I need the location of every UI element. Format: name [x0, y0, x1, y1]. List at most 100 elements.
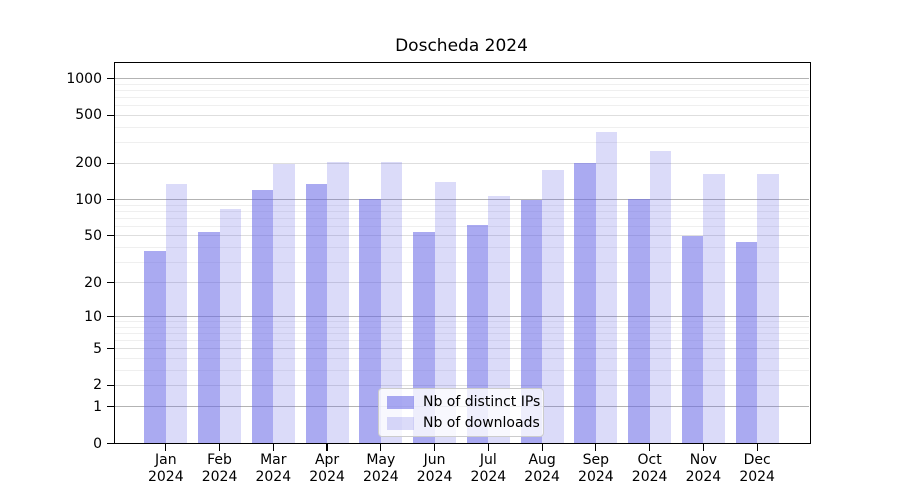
y-gridline [113, 282, 809, 284]
y-tick [106, 282, 114, 284]
x-tick [326, 443, 328, 451]
y-tick-label: 200 [75, 155, 102, 172]
y-tick-label: 500 [75, 107, 102, 124]
y-minor-gridline [113, 126, 809, 128]
y-tick [106, 384, 114, 387]
x-tick [218, 443, 221, 451]
y-tick-label: 50 [84, 227, 102, 244]
legend-label-downloads: Nb of downloads [423, 415, 540, 431]
y-gridline [113, 235, 809, 237]
x-tick [380, 443, 382, 451]
bar-distinct-ips [198, 231, 220, 444]
y-tick [106, 162, 114, 165]
x-tick [434, 443, 436, 451]
y-minor-gridline [113, 369, 809, 371]
y-minor-gridline [113, 333, 809, 335]
y-minor-gridline [113, 321, 809, 323]
x-tick [487, 443, 489, 451]
y-tick-label: 10 [84, 308, 102, 325]
y-tick-label: 2 [93, 377, 102, 394]
y-minor-gridline [113, 97, 809, 98]
bar-distinct-ips [144, 251, 166, 444]
y-gridline [113, 162, 809, 164]
y-decade-gridline [113, 316, 809, 318]
x-tick [541, 443, 543, 451]
bar-distinct-ips [359, 198, 381, 444]
legend-item-downloads: Nb of downloads [387, 415, 540, 431]
bar-downloads [649, 150, 672, 444]
y-gridline [113, 348, 809, 350]
y-minor-gridline [113, 141, 809, 143]
x-tick-label: May 2024 [363, 452, 399, 485]
y-tick-label: 20 [84, 274, 102, 291]
bar-downloads [219, 208, 242, 444]
y-tick [106, 406, 114, 408]
x-tick-label: Nov 2024 [685, 452, 722, 485]
y-decade-gridline [113, 78, 809, 80]
y-tick-label: 1000 [66, 70, 102, 87]
x-tick [756, 443, 758, 451]
y-minor-gridline [113, 83, 809, 85]
y-tick-label: 1 [93, 398, 102, 415]
legend: Nb of distinct IPs Nb of downloads [378, 388, 544, 437]
x-tick-label: Apr 2024 [309, 452, 345, 485]
bar-downloads [542, 169, 564, 444]
legend-swatch-distinct-ips-icon [387, 395, 414, 409]
y-minor-gridline [113, 261, 809, 263]
x-tick-label: Feb 2024 [201, 452, 238, 485]
legend-label-distinct-ips: Nb of distinct IPs [423, 394, 541, 410]
bar-downloads [757, 174, 779, 444]
y-minor-gridline [113, 204, 809, 206]
bar-distinct-ips [251, 190, 274, 444]
bar-downloads [488, 195, 510, 444]
chart-title: Doscheda 2024 [395, 36, 528, 56]
y-minor-gridline [113, 326, 809, 328]
y-tick [106, 114, 114, 116]
x-tick-label: Dec 2024 [739, 452, 775, 485]
x-tick-label: Jan 2024 [147, 452, 184, 485]
bar-downloads [595, 131, 618, 444]
legend-swatch-downloads-icon [387, 416, 414, 430]
y-minor-gridline [113, 89, 809, 91]
y-minor-gridline [113, 217, 809, 219]
bar-distinct-ips [305, 184, 328, 444]
x-tick [272, 443, 274, 451]
bar-downloads [165, 184, 188, 444]
x-tick [595, 443, 597, 451]
legend-item-distinct-ips: Nb of distinct IPs [387, 394, 540, 410]
bar-downloads [380, 161, 403, 444]
y-tick [106, 235, 114, 237]
y-tick [106, 199, 114, 201]
y-tick [106, 348, 114, 350]
x-tick-label: Sep 2024 [578, 452, 614, 485]
bar-distinct-ips [574, 163, 596, 444]
y-tick-label: 100 [75, 191, 102, 208]
y-gridline [113, 384, 809, 386]
x-tick-label: Oct 2024 [631, 452, 668, 485]
bar-downloads [703, 173, 725, 444]
bar-distinct-ips [628, 199, 650, 444]
x-tick-label: Aug 2024 [524, 452, 560, 485]
bar-distinct-ips [681, 235, 704, 444]
bar-downloads [273, 164, 295, 444]
bar-distinct-ips [735, 242, 758, 444]
y-decade-gridline [113, 199, 809, 201]
y-tick-label: 5 [93, 340, 102, 357]
bar-distinct-ips [520, 199, 543, 444]
x-tick-label: Mar 2024 [255, 452, 292, 485]
y-minor-gridline [113, 225, 809, 227]
y-minor-gridline [113, 246, 809, 248]
x-tick [702, 443, 704, 451]
y-minor-gridline [113, 105, 809, 107]
x-tick [165, 443, 167, 451]
y-gridline [113, 114, 809, 116]
bar-downloads [327, 161, 349, 444]
y-tick-label: 0 [93, 435, 102, 452]
y-tick [106, 316, 114, 318]
x-tick-label: Jul 2024 [470, 452, 507, 485]
y-minor-gridline [113, 210, 809, 212]
y-tick [106, 78, 114, 80]
y-minor-gridline [113, 340, 809, 342]
y-tick [106, 442, 114, 445]
